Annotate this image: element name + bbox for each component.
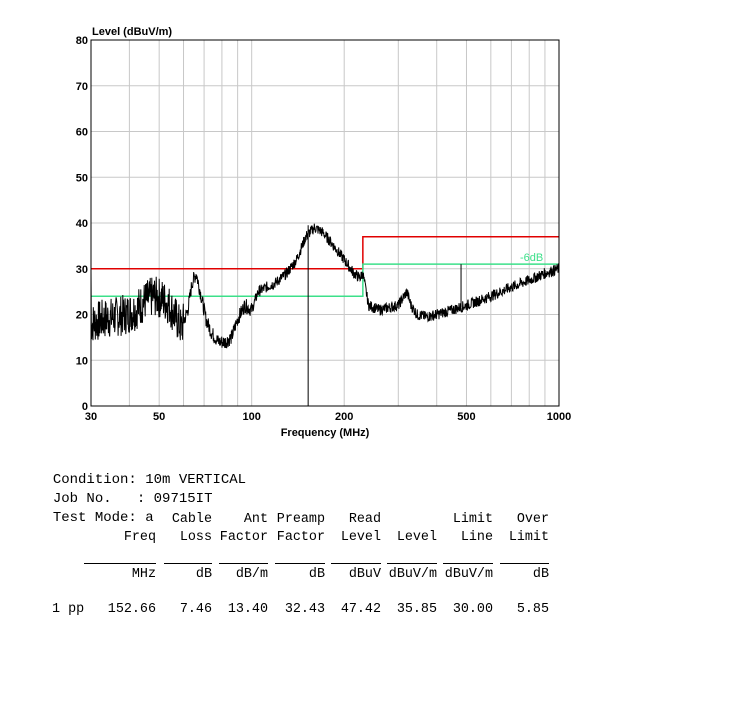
header-cell: Limit <box>508 530 549 545</box>
table-cell: 152.66 <box>107 602 156 617</box>
header-rule <box>500 563 549 564</box>
x-tick-label: 1000 <box>547 411 571 423</box>
y-tick-label: 80 <box>76 35 88 47</box>
header-cell: Level <box>340 530 381 545</box>
x-tick-label: 30 <box>85 411 97 423</box>
test-mode-label: Test Mode: <box>52 510 137 526</box>
x-tick-label: 200 <box>335 411 353 423</box>
y-tick-label: 10 <box>76 355 88 367</box>
trace-line <box>90 223 560 349</box>
limit-lines <box>91 235 559 297</box>
header-rule <box>275 563 325 564</box>
y-axis-label: Level (dBuV/m) <box>92 26 172 38</box>
y-tick-label: 20 <box>76 310 88 322</box>
y-tick-label: 40 <box>76 218 88 230</box>
axis-ticks: 0 10 20 30 40 50 60 70 80 30 50 100 200 500 1000 <box>76 35 571 423</box>
header-rule <box>331 563 381 564</box>
job-number-label: Job No. <box>52 491 112 507</box>
unit-cell: dBuV/m <box>388 567 437 582</box>
unit-cell: dBuV <box>348 567 381 582</box>
header-cell: Ant <box>243 512 268 527</box>
header-cell: Factor <box>219 530 268 545</box>
table-cell: 5.85 <box>516 602 549 617</box>
measurement-trace <box>90 223 560 406</box>
condition-line: Condition: 10m VERTICAL <box>36 456 246 488</box>
unit-cell: dB <box>308 567 325 582</box>
x-tick-label: 50 <box>153 411 165 423</box>
condition-label: Condition: <box>52 472 137 488</box>
chart-grid <box>91 40 559 406</box>
emission-chart: 0 10 20 30 40 50 60 70 80 30 50 100 200 500 1000 Level… <box>76 26 571 439</box>
header-cell: Freq <box>123 530 156 545</box>
unit-cell: dB/m <box>235 567 268 582</box>
header-cell: Over <box>516 512 549 527</box>
table-cell: 35.85 <box>396 602 437 617</box>
test-mode-value: a <box>145 510 154 526</box>
header-rule <box>164 563 212 564</box>
table-cell: 32.43 <box>284 602 325 617</box>
header-cell: Preamp <box>276 512 325 527</box>
row-id: 1 pp <box>52 602 85 617</box>
x-axis-label: Frequency (MHz) <box>281 427 370 439</box>
job-number-separator: : <box>136 491 146 507</box>
limit-line <box>91 235 559 270</box>
unit-cell: dB <box>195 567 212 582</box>
table-cell: 7.46 <box>179 602 212 617</box>
x-tick-label: 500 <box>457 411 475 423</box>
unit-cell: dBuV/m <box>444 567 493 582</box>
plot-frame <box>90 39 560 407</box>
table-cell: 13.40 <box>227 602 268 617</box>
header-rule <box>84 563 156 564</box>
header-cell: Cable <box>171 512 212 527</box>
y-tick-label: 30 <box>76 264 88 276</box>
header-rule <box>387 563 437 564</box>
unit-cell: MHz <box>131 567 156 582</box>
header-rule <box>443 563 493 564</box>
header-cell: Factor <box>276 530 325 545</box>
y-tick-label: 60 <box>76 127 88 139</box>
y-tick-label: 70 <box>76 81 88 93</box>
header-rule <box>219 563 268 564</box>
condition-value: 10m VERTICAL <box>145 472 247 488</box>
unit-cell: dB <box>532 567 549 582</box>
y-tick-label: 50 <box>76 172 88 184</box>
job-number-value: 09715IT <box>153 491 213 507</box>
header-cell: Loss <box>179 530 212 545</box>
job-number-line: Job No. : 09715IT <box>36 475 213 507</box>
y-tick-label: 0 <box>82 401 88 413</box>
header-cell: Read <box>348 512 381 527</box>
header-cell: Limit <box>452 512 493 527</box>
x-tick-label: 100 <box>243 411 261 423</box>
table-cell: 30.00 <box>452 602 493 617</box>
header-cell: Line <box>460 530 493 545</box>
margin-annotation: -6dB <box>520 252 543 264</box>
table-cell: 47.42 <box>340 602 381 617</box>
test-mode-line: Test Mode: a <box>36 494 154 526</box>
header-cell: Level <box>396 530 437 545</box>
